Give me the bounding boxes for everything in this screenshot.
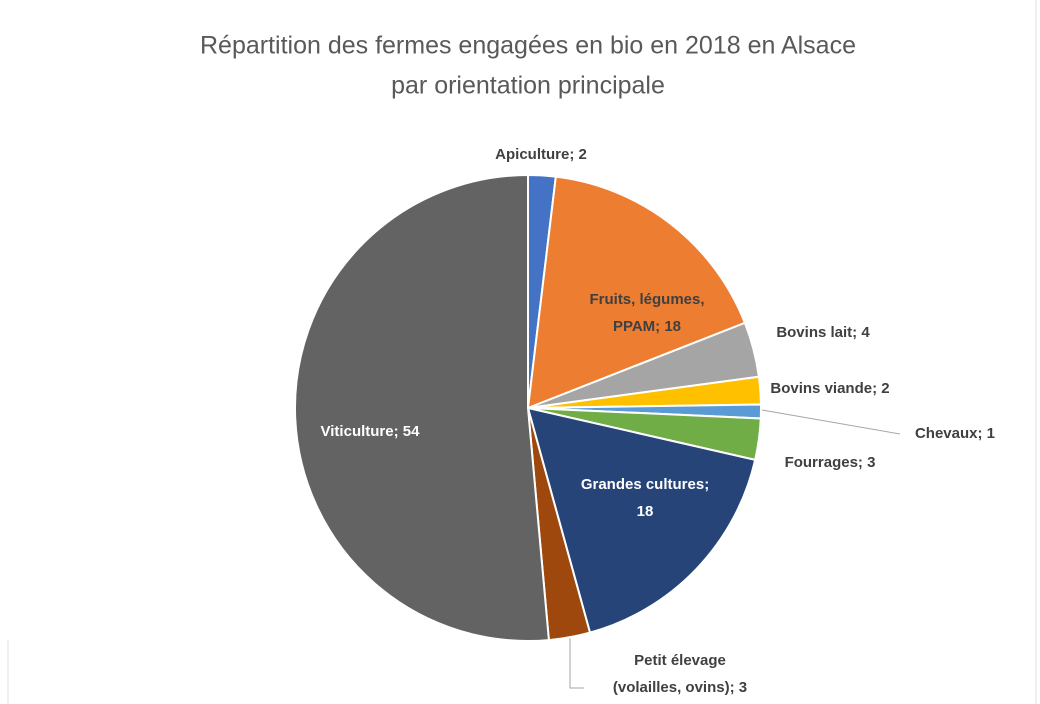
data-label: Bovins lait; 4 — [776, 324, 870, 341]
data-label: PPAM; 18 — [613, 318, 681, 335]
data-label: Bovins viande; 2 — [770, 380, 889, 397]
data-label: Fourrages; 3 — [785, 454, 876, 471]
data-label: Viticulture; 54 — [321, 423, 421, 440]
leader-line — [569, 638, 584, 689]
data-label: Chevaux; 1 — [915, 425, 995, 442]
pie-slice — [294, 173, 550, 642]
leader-line — [761, 409, 901, 435]
data-label: Fruits, légumes, — [589, 291, 704, 308]
data-label: (volailles, ovins); 3 — [613, 679, 747, 696]
pie-slice — [526, 406, 757, 634]
data-label: Apiculture; 2 — [495, 146, 587, 163]
data-label: 18 — [637, 503, 654, 520]
chart-title: Répartition des fermes engagées en bio e… — [200, 32, 856, 60]
chart-title: par orientation principale — [391, 72, 665, 100]
pie-slice — [526, 175, 747, 410]
data-label: Grandes cultures; — [581, 476, 709, 493]
data-label: Petit élevage — [634, 652, 726, 669]
